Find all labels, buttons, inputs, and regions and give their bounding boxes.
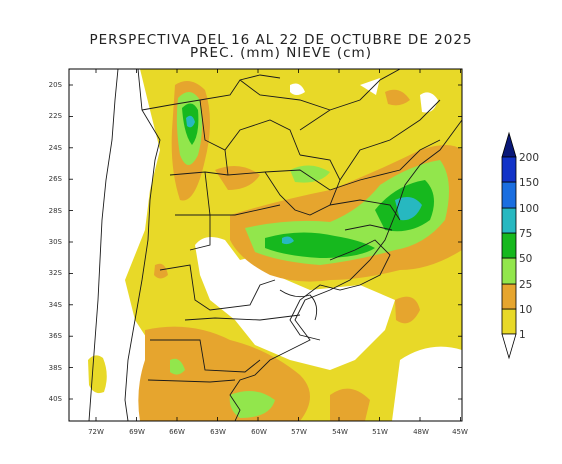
colorbar-swatch: [501, 207, 517, 234]
colorbar-swatch: [501, 181, 517, 209]
map-title: PERSPECTIVA DEL 16 AL 22 DE OCTUBRE DE 2…: [89, 32, 473, 48]
map-subtitle: PREC. (mm) NIEVE (cm): [190, 45, 372, 61]
lon-label: 66W: [169, 428, 185, 436]
lat-label: 24S: [49, 144, 63, 152]
lon-label: 51W: [372, 428, 388, 436]
lon-label: 69W: [129, 428, 145, 436]
lat-label: 36S: [49, 332, 63, 340]
colorbar-swatch: [501, 283, 517, 310]
atlantic-coastline: [229, 119, 462, 421]
lon-label: 72W: [88, 428, 104, 436]
precip-area-1mm-west: [88, 355, 107, 394]
lon-label: 63W: [210, 428, 226, 436]
lat-label: 26S: [49, 175, 63, 183]
longitude-labels: 72W 69W 66W 63W 60W 57W 54W 51W 48W 45W: [88, 428, 468, 436]
andes-border: [124, 69, 161, 421]
colorbar-label: 50: [519, 253, 532, 265]
pacific-coastline: [88, 69, 119, 421]
colorbar-label: 25: [519, 279, 532, 291]
lon-label: 60W: [251, 428, 267, 436]
colorbar-swatch: [501, 232, 517, 259]
precip-area-50mm: [265, 232, 375, 258]
lon-label: 57W: [291, 428, 307, 436]
lat-label: 32S: [49, 269, 63, 277]
colorbar-label: 100: [519, 203, 539, 215]
map-frame: [68, 68, 463, 422]
colorbar-label: 75: [519, 228, 532, 240]
lon-label: 48W: [413, 428, 429, 436]
colorbar-label: 150: [519, 177, 539, 189]
precip-area-75mm: [395, 196, 422, 221]
lat-label: 28S: [49, 207, 63, 215]
colorbar-label: 10: [519, 304, 532, 316]
lat-label: 38S: [49, 364, 63, 372]
lat-label: 34S: [49, 301, 63, 309]
political-borders: [88, 69, 462, 421]
colorbar-bottom-arrow: [501, 333, 517, 360]
colorbar: 1 10 25 50 75 100 150 200: [501, 131, 539, 360]
lat-label: 30S: [49, 238, 63, 246]
lon-label: 45W: [452, 428, 468, 436]
no-rain-area: [195, 236, 395, 370]
colorbar-label: 1: [519, 329, 526, 341]
lat-label: 20S: [49, 81, 63, 89]
colorbar-label: 200: [519, 152, 539, 164]
axis-ticks: [69, 69, 462, 421]
colorbar-swatch: [501, 308, 517, 335]
colorbar-swatch: [501, 257, 517, 285]
lat-label: 22S: [49, 112, 63, 120]
lat-label: 40S: [49, 395, 63, 403]
colorbar-top-arrow: [501, 131, 517, 158]
colorbar-swatch: [501, 156, 517, 183]
precip-fields: [69, 69, 462, 421]
latitude-labels: 20S 22S 24S 26S 28S 30S 32S 34S 36S 38S …: [49, 81, 63, 403]
lon-label: 54W: [332, 428, 348, 436]
